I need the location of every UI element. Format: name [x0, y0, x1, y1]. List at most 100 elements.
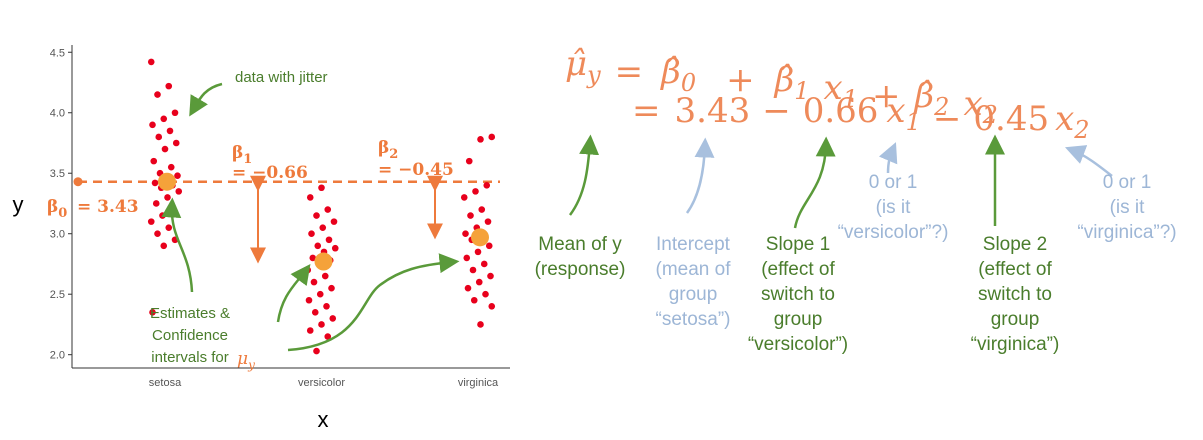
- y-tick-label: 2.0: [50, 350, 65, 362]
- label-line: (is it: [876, 197, 912, 218]
- data-point: [480, 260, 488, 268]
- equation-token: −: [933, 99, 962, 139]
- data-point: [477, 136, 484, 143]
- y-tick-label: 2.5: [50, 289, 65, 301]
- beta-value: = −0.66: [232, 163, 308, 183]
- x-axis-label: x: [318, 407, 329, 432]
- data-point: [313, 212, 320, 219]
- equation-token: β̂: [659, 52, 681, 92]
- arrow: [685, 137, 715, 214]
- label-line: (is it: [1110, 197, 1146, 218]
- data-point: [311, 309, 319, 316]
- data-point: [161, 145, 169, 153]
- label-line: (effect of: [761, 259, 835, 280]
- plot: 2.0 2.5 3.0 3.5 4.0 4.5 y x setosa versicolor virg…: [13, 45, 510, 432]
- beta-value: = −0.45: [378, 160, 454, 180]
- equation-subscript: 2: [1073, 116, 1089, 144]
- mean-point: [158, 172, 176, 191]
- equation-token: β̂: [773, 60, 795, 100]
- data-point: [318, 321, 325, 328]
- data-point: [316, 290, 324, 298]
- beta-symbol: β2: [378, 138, 398, 162]
- data-point: [165, 82, 173, 90]
- subscript: y: [247, 358, 255, 372]
- data-point: [313, 347, 320, 355]
- data-point: [483, 182, 491, 189]
- data-point: [330, 218, 338, 225]
- data-point: [160, 115, 168, 123]
- data-point: [487, 272, 494, 280]
- arrow: [287, 253, 460, 352]
- label-line: group: [774, 309, 823, 330]
- equation-subscript: 2: [933, 93, 949, 121]
- data-point: [325, 236, 333, 244]
- label-line: Mean of y: [538, 234, 622, 255]
- data-point: [166, 127, 174, 135]
- equation-subscript: 1: [843, 85, 858, 113]
- equation-token: +: [726, 60, 755, 100]
- equation-line: = 3.43−0.66 x1−0.45 x2: [632, 91, 1090, 144]
- data-point: [167, 163, 175, 171]
- symbol: β: [378, 138, 389, 158]
- label-line: (mean of: [656, 259, 732, 280]
- data-point: [305, 296, 313, 304]
- label-line: switch to: [978, 284, 1052, 305]
- equation-token: x: [824, 68, 843, 108]
- label-line: Intercept: [656, 234, 731, 255]
- label-line: “versicolor”): [748, 334, 848, 355]
- label-line: group: [991, 309, 1040, 330]
- data-point: [477, 321, 484, 328]
- arrow: [1065, 145, 1113, 177]
- subscript: 0: [58, 206, 67, 221]
- annotation: Estimates &: [150, 305, 230, 322]
- equation-token: =: [615, 52, 644, 92]
- label-line: “setosa”): [656, 309, 731, 330]
- y-tick-label: 3.5: [50, 168, 65, 180]
- labels: Mean of y (response) Intercept (mean of grou…: [535, 172, 1177, 355]
- data-point: [319, 224, 327, 231]
- beta-symbol: β1: [232, 143, 252, 167]
- label-line: (effect of: [978, 259, 1052, 280]
- subscript: 1: [243, 152, 252, 167]
- data-point: [488, 133, 496, 141]
- arrows: [161, 82, 1113, 352]
- equation-token: 0.66: [803, 91, 879, 131]
- data-point: [314, 242, 322, 250]
- data-point: [318, 184, 325, 192]
- equation-subscript: 1: [906, 108, 921, 136]
- data-point: [324, 206, 332, 213]
- symbol: β: [232, 143, 243, 163]
- y-axis-label: y: [13, 192, 24, 217]
- equation-token: x: [1055, 99, 1074, 139]
- symbol: β: [47, 197, 58, 217]
- data-point: [331, 244, 339, 252]
- data-point: [174, 172, 181, 179]
- data-point: [172, 139, 180, 147]
- y-tick-label: 3.0: [50, 229, 65, 241]
- equation-token: x: [886, 91, 905, 131]
- label-line: Slope 2: [983, 234, 1047, 255]
- label-line: “versicolor”?): [838, 222, 949, 243]
- annotation: data with jitter: [235, 69, 328, 86]
- label-line: “virginica”?): [1077, 222, 1176, 243]
- equation-token: =: [632, 91, 661, 131]
- mean-point: [314, 252, 333, 271]
- data-point: [308, 230, 315, 238]
- symbol: μ: [237, 349, 248, 369]
- data-point: [151, 179, 159, 187]
- annotation-symbol: μy: [237, 349, 255, 372]
- equation-token: 0.45: [973, 99, 1049, 139]
- label-line: group: [669, 284, 718, 305]
- beta-value: = 3.43: [77, 197, 139, 217]
- x-tick-label: virginica: [458, 377, 499, 389]
- data-point: [488, 303, 496, 310]
- arrow: [276, 263, 311, 323]
- data-point: [160, 242, 168, 250]
- equation-subscript: 1: [794, 77, 809, 105]
- equation-subscript: y: [586, 61, 601, 89]
- data-point: [324, 333, 332, 340]
- equation-token: 3.43: [675, 91, 751, 131]
- data-point: [323, 303, 330, 310]
- data-point: [463, 254, 471, 262]
